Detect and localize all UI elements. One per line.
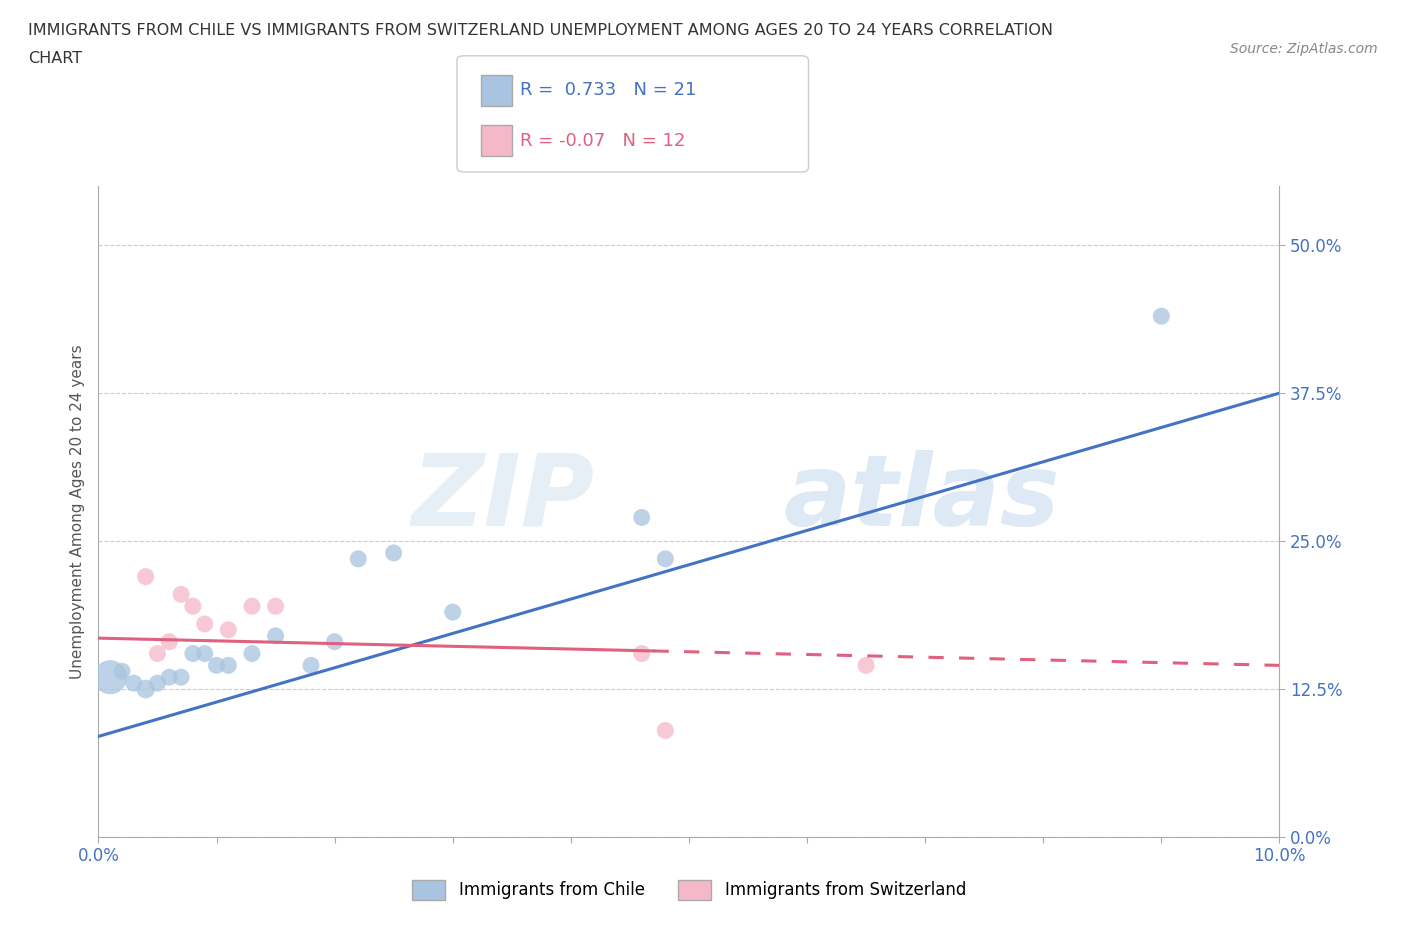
Point bbox=[217, 622, 239, 637]
Point bbox=[217, 658, 239, 672]
Point bbox=[347, 551, 370, 566]
Point bbox=[264, 599, 287, 614]
Text: IMMIGRANTS FROM CHILE VS IMMIGRANTS FROM SWITZERLAND UNEMPLOYMENT AMONG AGES 20 : IMMIGRANTS FROM CHILE VS IMMIGRANTS FROM… bbox=[28, 23, 1053, 38]
Legend: Immigrants from Chile, Immigrants from Switzerland: Immigrants from Chile, Immigrants from S… bbox=[405, 873, 973, 907]
Text: atlas: atlas bbox=[783, 450, 1060, 547]
Text: CHART: CHART bbox=[28, 51, 82, 66]
Point bbox=[382, 546, 405, 561]
Point bbox=[181, 646, 204, 661]
Point bbox=[1150, 309, 1173, 324]
Point bbox=[98, 670, 121, 684]
Text: ZIP: ZIP bbox=[412, 450, 595, 547]
Point bbox=[194, 617, 217, 631]
Point bbox=[146, 646, 169, 661]
Point bbox=[111, 664, 134, 679]
Point bbox=[441, 604, 464, 619]
Text: R = -0.07   N = 12: R = -0.07 N = 12 bbox=[520, 132, 686, 150]
Point bbox=[630, 510, 652, 525]
Point bbox=[299, 658, 322, 672]
Point bbox=[264, 629, 287, 644]
Text: Source: ZipAtlas.com: Source: ZipAtlas.com bbox=[1230, 42, 1378, 56]
Point bbox=[146, 676, 169, 691]
Point bbox=[122, 676, 145, 691]
Point bbox=[170, 587, 193, 602]
Point bbox=[194, 646, 217, 661]
Point bbox=[170, 670, 193, 684]
Text: R =  0.733   N = 21: R = 0.733 N = 21 bbox=[520, 82, 696, 100]
Point bbox=[654, 551, 676, 566]
Point bbox=[157, 670, 180, 684]
Point bbox=[240, 599, 263, 614]
Point bbox=[855, 658, 877, 672]
Y-axis label: Unemployment Among Ages 20 to 24 years: Unemployment Among Ages 20 to 24 years bbox=[69, 344, 84, 679]
Point bbox=[630, 646, 652, 661]
Point bbox=[135, 569, 157, 584]
Point bbox=[654, 723, 676, 737]
Point bbox=[181, 599, 204, 614]
Point bbox=[135, 682, 157, 697]
Point bbox=[157, 634, 180, 649]
Point bbox=[205, 658, 228, 672]
Point bbox=[323, 634, 346, 649]
Point bbox=[240, 646, 263, 661]
